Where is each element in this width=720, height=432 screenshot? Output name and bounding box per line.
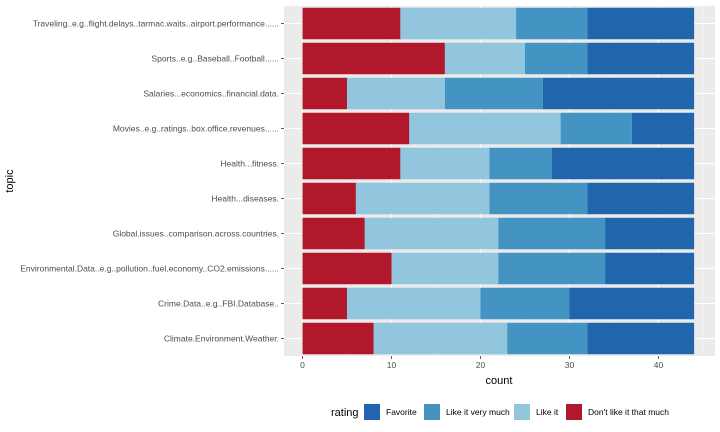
bar-segment xyxy=(587,7,695,40)
x-tick-label: 10 xyxy=(387,360,397,370)
bar-segment xyxy=(498,252,606,285)
y-axis-title: topic xyxy=(4,169,16,193)
bar-segment xyxy=(347,287,481,320)
legend-label: Like it very much xyxy=(446,407,510,417)
bar-segment xyxy=(400,147,490,180)
bars-group xyxy=(302,7,695,355)
y-tick-label: Movies..e.g..ratings..box.office.revenue… xyxy=(113,124,279,134)
x-tick-labels: 0 10 20 30 40 xyxy=(300,356,663,370)
y-tick-label: Traveling..e.g..flight.delays..tarmac.wa… xyxy=(33,19,279,29)
y-tick-label: Crime.Data..e.g..FBI.Database.. xyxy=(158,299,279,309)
bar-segment xyxy=(587,182,695,215)
bar-segment xyxy=(302,147,401,180)
bar-segment xyxy=(373,322,508,355)
bar-segment xyxy=(444,77,543,110)
bar-segment xyxy=(409,112,561,145)
y-tick-label: Global.issues..comparison.across.countri… xyxy=(113,229,279,239)
bar-segment xyxy=(444,42,525,75)
bar-segment xyxy=(302,112,410,145)
bar-segment xyxy=(364,217,499,250)
bar-segment xyxy=(551,147,695,180)
legend-swatch xyxy=(566,404,582,420)
bar-segment xyxy=(489,182,588,215)
bar-segment xyxy=(302,287,347,320)
bar-segment xyxy=(587,322,695,355)
legend-swatch xyxy=(364,404,380,420)
y-tick-label: Health...diseases. xyxy=(211,194,279,204)
bar-segment xyxy=(302,42,445,75)
y-tick-labels: Traveling..e.g..flight.delays..tarmac.wa… xyxy=(20,19,284,344)
bar-segment xyxy=(302,182,356,215)
bar-segment xyxy=(480,287,570,320)
x-tick-label: 40 xyxy=(654,360,664,370)
legend-swatch xyxy=(514,404,530,420)
legend-label: Like it xyxy=(536,407,559,417)
legend: rating Favorite Like it very much Like it Do… xyxy=(331,404,669,420)
y-tick-label: Health...fitness. xyxy=(220,159,279,169)
bar-segment xyxy=(498,217,606,250)
bar-segment xyxy=(516,7,588,40)
bar-segment xyxy=(489,147,552,180)
bar-segment xyxy=(569,287,695,320)
bar-segment xyxy=(391,252,499,285)
x-tick-label: 20 xyxy=(476,360,486,370)
bar-segment xyxy=(302,322,374,355)
y-tick-label: Salaries...economics..financial.data. xyxy=(143,89,279,99)
bar-segment xyxy=(605,252,695,285)
bar-segment xyxy=(560,112,632,145)
y-tick-label: Sports..e.g..Baseball..Football...... xyxy=(151,54,279,64)
x-axis-title: count xyxy=(486,375,513,387)
bar-segment xyxy=(302,252,392,285)
bar-segment xyxy=(507,322,588,355)
bar-segment xyxy=(400,7,517,40)
bar-segment xyxy=(302,7,401,40)
x-tick-label: 0 xyxy=(300,360,305,370)
legend-title: rating xyxy=(331,407,359,419)
y-tick-label: Climate.Environment.Weather. xyxy=(164,334,279,344)
bar-segment xyxy=(302,77,347,110)
bar-segment xyxy=(587,42,695,75)
legend-label: Favorite xyxy=(386,407,417,417)
bar-segment xyxy=(631,112,695,145)
legend-swatch xyxy=(424,404,440,420)
x-tick-label: 30 xyxy=(565,360,575,370)
legend-label: Don't like it that much xyxy=(588,407,669,417)
bar-segment xyxy=(542,77,695,110)
bar-segment xyxy=(347,77,445,110)
bar-segment xyxy=(355,182,490,215)
bar-segment xyxy=(302,217,365,250)
bar-segment xyxy=(525,42,588,75)
y-tick-label: Environmental.Data..e.g..pollution..fuel… xyxy=(20,264,279,274)
bar-segment xyxy=(605,217,695,250)
